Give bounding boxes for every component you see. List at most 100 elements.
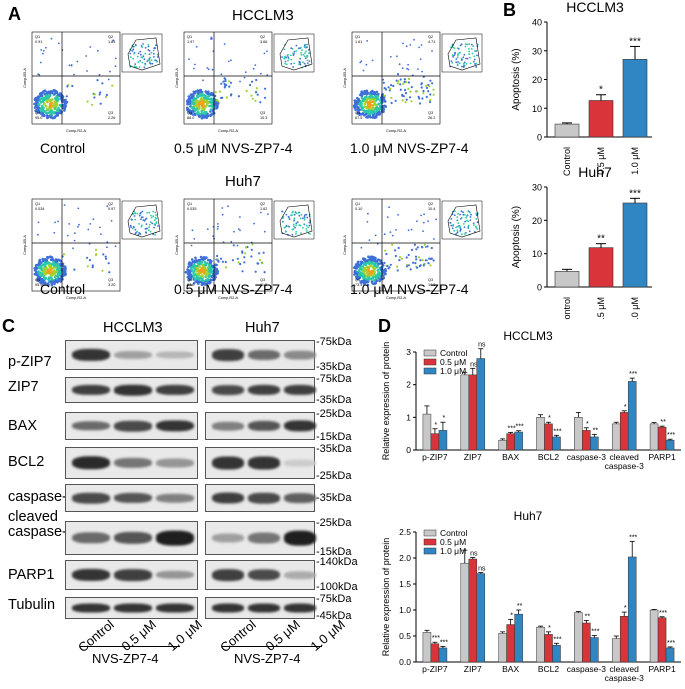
event-dot — [109, 70, 111, 73]
event-dot — [366, 221, 369, 223]
x-tick-label: Control — [562, 147, 572, 176]
event-dot — [46, 107, 49, 111]
event-dot — [193, 273, 197, 277]
event-dot — [466, 43, 469, 46]
event-dot — [237, 261, 240, 264]
event-dot — [217, 225, 219, 228]
event-dot — [418, 46, 420, 49]
panel-letter-c: C — [2, 316, 15, 336]
event-dot — [43, 272, 46, 275]
event-dot — [353, 273, 356, 276]
event-dot — [373, 96, 377, 100]
event-dot — [401, 99, 404, 102]
protein-band — [72, 568, 110, 582]
event-dot — [195, 99, 198, 103]
event-dot — [57, 268, 61, 272]
event-dot — [155, 59, 158, 62]
event-dot — [198, 115, 201, 118]
event-dot — [303, 214, 306, 217]
event-dot — [202, 282, 206, 285]
blot-strip — [205, 412, 316, 440]
event-dot — [114, 57, 117, 60]
event-dot — [457, 61, 459, 63]
event-dot — [192, 102, 196, 106]
quadrant-label: Q2 — [108, 35, 113, 39]
event-dot — [214, 91, 217, 94]
event-dot — [363, 89, 366, 93]
event-dot — [468, 211, 471, 213]
event-dot — [215, 267, 219, 271]
event-dot — [431, 50, 433, 52]
event-dot — [292, 52, 294, 54]
event-dot — [375, 97, 379, 100]
quadrant-value: 73.4 — [355, 283, 362, 287]
event-dot — [377, 268, 380, 272]
event-dot — [45, 46, 47, 49]
event-dot — [262, 251, 265, 254]
event-dot — [421, 97, 424, 100]
event-dot — [463, 226, 466, 228]
y-tick-label: 1.5 — [399, 579, 411, 589]
event-dot — [378, 272, 382, 275]
event-dot — [426, 245, 429, 248]
event-dot — [420, 86, 423, 89]
event-dot — [227, 205, 229, 208]
event-dot — [389, 231, 392, 233]
event-dot — [136, 55, 139, 58]
event-dot — [367, 260, 371, 264]
event-dot — [187, 95, 191, 98]
protein-band — [72, 456, 110, 470]
event-dot — [429, 264, 432, 267]
event-dot — [54, 279, 57, 282]
event-dot — [206, 228, 209, 230]
event-dot — [192, 107, 196, 111]
quadrant-label: Q4 — [355, 111, 360, 115]
protein-band — [284, 384, 316, 396]
event-dot — [303, 218, 306, 221]
event-dot — [474, 63, 477, 65]
protein-band — [156, 351, 194, 359]
condition-label: 1.0 μM NVS-ZP7-4 — [350, 281, 469, 297]
event-dot — [399, 83, 402, 86]
legend-label: 1.0 μM — [440, 546, 466, 556]
significance-mark: *** — [591, 628, 599, 635]
event-dot — [456, 225, 459, 228]
event-dot — [150, 214, 152, 217]
event-dot — [382, 110, 385, 113]
event-dot — [465, 219, 468, 222]
event-dot — [361, 265, 365, 268]
event-dot — [141, 210, 144, 213]
event-dot — [366, 97, 370, 100]
event-dot — [53, 92, 56, 96]
event-dot — [410, 248, 414, 251]
event-dot — [456, 231, 459, 234]
event-dot — [154, 211, 157, 214]
event-dot — [130, 226, 132, 228]
event-dot — [37, 73, 39, 75]
y-axis-label: Apoptosis (%) — [511, 206, 522, 268]
event-dot — [63, 106, 66, 109]
y-tick-label: 20 — [532, 75, 542, 85]
event-dot — [190, 244, 193, 247]
bar — [536, 417, 545, 451]
event-dot — [453, 47, 456, 49]
event-dot — [34, 96, 37, 100]
event-dot — [114, 245, 117, 248]
event-dot — [384, 269, 387, 273]
event-dot — [52, 258, 55, 262]
event-dot — [87, 228, 90, 231]
protein-band — [284, 420, 316, 432]
event-dot — [96, 49, 99, 52]
event-dot — [212, 273, 215, 276]
event-dot — [203, 96, 206, 100]
event-dot — [191, 113, 195, 116]
significance-mark: * — [599, 85, 603, 96]
quadrant-value: 3.20 — [108, 283, 115, 287]
event-dot — [371, 100, 374, 103]
event-dot — [459, 213, 461, 216]
event-dot — [421, 259, 424, 262]
event-dot — [298, 214, 301, 217]
event-dot — [371, 95, 374, 99]
